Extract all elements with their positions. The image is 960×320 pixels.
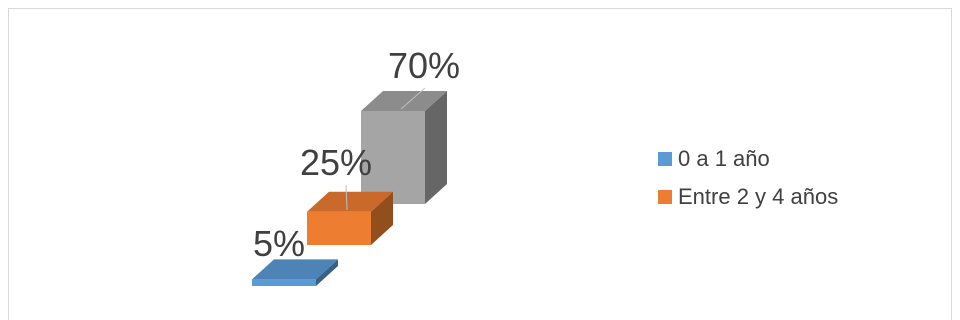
data-label-2: 70% bbox=[388, 45, 460, 86]
leader-line-1 bbox=[345, 184, 348, 210]
data-label-1: 25% bbox=[300, 142, 372, 183]
data-label-0: 5% bbox=[253, 223, 305, 264]
bar-side-2 bbox=[425, 91, 447, 204]
legend: 0 a 1 año Entre 2 y 4 años bbox=[658, 140, 838, 216]
bar-side-1 bbox=[371, 191, 393, 245]
bar-top-2 bbox=[361, 91, 447, 111]
bar-front-1 bbox=[307, 211, 371, 245]
legend-swatch-1 bbox=[658, 190, 672, 204]
bar-side-0 bbox=[316, 259, 338, 286]
chart-area bbox=[8, 8, 952, 320]
legend-label-0: 0 a 1 año bbox=[678, 146, 770, 171]
legend-item-0: 0 a 1 año bbox=[658, 140, 838, 178]
bar-front-2 bbox=[361, 111, 425, 204]
bar-front-0 bbox=[252, 279, 316, 286]
leader-line-2 bbox=[400, 87, 426, 110]
bar-top-0 bbox=[252, 259, 338, 280]
legend-swatch-0 bbox=[658, 152, 672, 166]
legend-label-1: Entre 2 y 4 años bbox=[678, 184, 839, 209]
bar-top-1 bbox=[307, 191, 393, 212]
legend-item-1: Entre 2 y 4 años bbox=[658, 178, 838, 216]
